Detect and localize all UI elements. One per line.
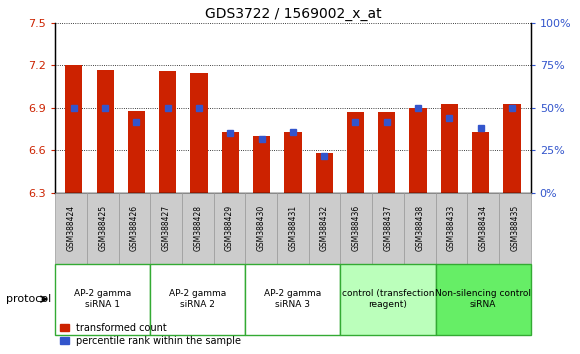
Text: AP-2 gamma
siRNA 3: AP-2 gamma siRNA 3 bbox=[264, 290, 321, 309]
Text: protocol: protocol bbox=[6, 294, 51, 304]
Bar bbox=[378, 112, 396, 193]
Text: GSM388424: GSM388424 bbox=[67, 205, 75, 251]
Bar bbox=[503, 104, 520, 193]
Title: GDS3722 / 1569002_x_at: GDS3722 / 1569002_x_at bbox=[205, 7, 381, 21]
Bar bbox=[128, 111, 145, 193]
Text: GSM388432: GSM388432 bbox=[320, 205, 329, 251]
Text: AP-2 gamma
siRNA 2: AP-2 gamma siRNA 2 bbox=[169, 290, 226, 309]
Text: GSM388438: GSM388438 bbox=[415, 205, 424, 251]
Text: GSM388429: GSM388429 bbox=[225, 205, 234, 251]
Text: control (transfection
reagent): control (transfection reagent) bbox=[342, 290, 434, 309]
Bar bbox=[472, 132, 490, 193]
Bar bbox=[222, 132, 239, 193]
Bar bbox=[66, 65, 82, 193]
Text: Non-silencing control
siRNA: Non-silencing control siRNA bbox=[435, 290, 531, 309]
Text: GSM388431: GSM388431 bbox=[288, 205, 298, 251]
Text: GSM388435: GSM388435 bbox=[510, 205, 519, 251]
Text: GSM388436: GSM388436 bbox=[352, 205, 361, 251]
Legend: transformed count, percentile rank within the sample: transformed count, percentile rank withi… bbox=[60, 323, 241, 346]
Text: GSM388428: GSM388428 bbox=[193, 205, 202, 251]
Bar bbox=[316, 153, 333, 193]
Text: GSM388426: GSM388426 bbox=[130, 205, 139, 251]
Text: GSM388437: GSM388437 bbox=[383, 205, 393, 251]
Text: AP-2 gamma
siRNA 1: AP-2 gamma siRNA 1 bbox=[74, 290, 131, 309]
Bar bbox=[409, 108, 427, 193]
Bar bbox=[441, 104, 458, 193]
Bar bbox=[190, 73, 208, 193]
Text: GSM388434: GSM388434 bbox=[478, 205, 488, 251]
Text: GSM388430: GSM388430 bbox=[257, 205, 266, 251]
Text: GSM388425: GSM388425 bbox=[98, 205, 107, 251]
Text: GSM388427: GSM388427 bbox=[162, 205, 171, 251]
Bar bbox=[159, 71, 176, 193]
Bar bbox=[347, 112, 364, 193]
Bar bbox=[253, 136, 270, 193]
Bar bbox=[284, 132, 302, 193]
Text: GSM388433: GSM388433 bbox=[447, 205, 456, 251]
Bar bbox=[96, 70, 114, 193]
